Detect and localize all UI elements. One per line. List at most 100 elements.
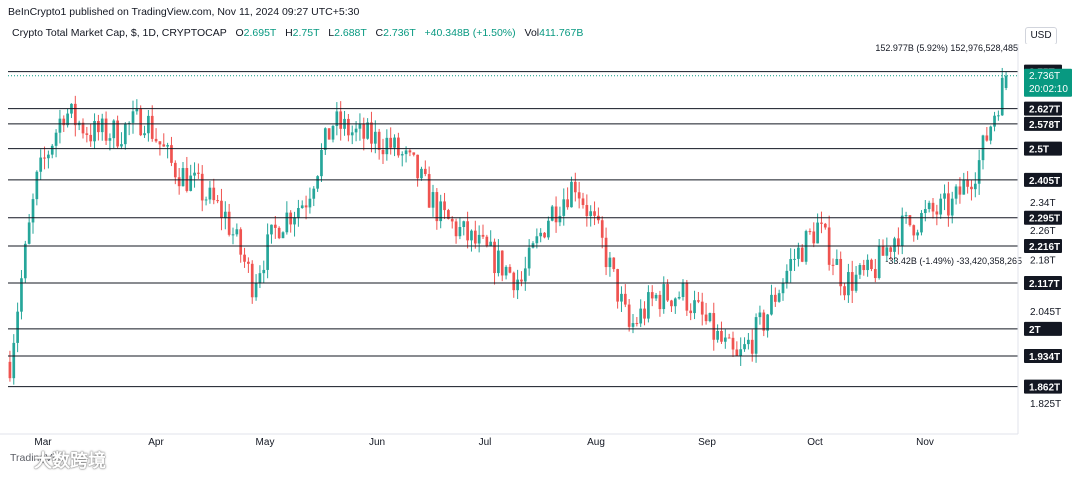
candle-body [550,206,554,221]
candle-body [847,272,850,296]
candle-body [120,144,123,147]
candle-body [708,313,712,322]
candle-body [200,173,204,201]
candle-body [589,211,593,217]
candle-body [354,128,358,133]
candle-body [135,108,139,112]
candle-body [650,292,654,299]
candle-body [143,133,146,136]
candle-body [620,293,623,302]
candle-body [270,224,273,235]
y-tick-label: 2.34T [1030,198,1056,209]
candle-body [377,131,381,150]
candle-body [873,269,877,279]
candle-body [139,108,143,136]
candle-body [897,238,900,246]
candle-body [985,135,989,141]
candle-body [150,115,154,139]
candle-body [681,282,685,297]
candle-body [512,272,516,291]
candle-body [523,268,527,282]
candle-body [720,330,723,342]
candle-body [904,215,908,217]
candle-body [435,192,439,222]
candle-body [381,149,385,155]
candle-body [223,211,227,219]
candle-body [962,180,966,195]
candle-body [577,192,581,199]
price-level-label: 2.5T [1029,145,1049,156]
candle-body [220,200,223,219]
candle-body [716,330,719,340]
candle-body [35,171,39,200]
candle-body [808,231,812,233]
candle-body [331,126,335,140]
tradingview-logo: TradingView [10,452,68,464]
candle-body [608,257,612,268]
candle-body [666,284,669,301]
candle-body [839,258,843,287]
candle-body [162,144,166,147]
price-level-label-bg [1024,172,1062,187]
candle-body [739,349,743,356]
candle-body [727,337,731,339]
candle-body [931,202,935,212]
candle-body [885,247,889,256]
x-tick-label: Sep [698,437,716,448]
price-level-label: 2.578T [1029,120,1060,131]
price-level-label-bg [1024,239,1062,254]
candle-body [177,177,181,187]
candle-body [631,323,635,327]
candle-body [197,172,200,174]
candle-body [647,292,650,319]
candle-body [893,238,896,252]
price-level-label: 2.295T [1029,214,1060,225]
x-tick-label: Mar [34,437,52,448]
candle-body [758,312,762,318]
candle-body [208,187,212,200]
price-level-label: 1.862T [1029,383,1060,394]
close-label: C [375,27,384,39]
candle-body [662,284,666,310]
candle-body [966,180,969,187]
countdown-label: 20:02:10 [1029,84,1068,95]
candle-body [670,300,673,307]
candle-body [750,339,754,354]
candle-body [123,123,127,145]
price-level-label: 2.405T [1029,176,1060,187]
candle-body [50,145,54,155]
candle-body [908,215,912,226]
candle-body [412,152,416,155]
candle-body [773,294,777,302]
candle-body [497,250,500,274]
candle-body [639,308,643,324]
candle-body [158,141,162,145]
candle-body [573,181,577,193]
candle-body [654,294,658,299]
candle-body [912,225,916,236]
candle-body [816,222,819,244]
candle-body [466,221,469,241]
x-tick-label: Jun [369,437,385,448]
watermark-text: 大数跨境 [34,451,106,471]
price-level-label-bg [1024,348,1062,363]
candle-body [558,215,562,223]
volume-value: 411.767B [539,27,584,39]
candle-body [950,198,954,216]
price-level-label-bg [1024,210,1062,225]
candle-body [731,337,735,350]
candle-body [554,206,558,223]
candle-body [543,232,546,238]
candle-body [404,150,408,155]
candle-body [370,122,373,144]
candle-body [673,298,677,307]
candle-body [112,120,116,139]
candle-body [281,232,285,239]
candle-body [723,337,727,342]
candle-body [216,200,219,202]
candle-body [16,311,19,343]
candle-body [793,258,796,260]
high-value: 2.75T [292,27,320,39]
price-level-label-bg [1024,141,1062,156]
